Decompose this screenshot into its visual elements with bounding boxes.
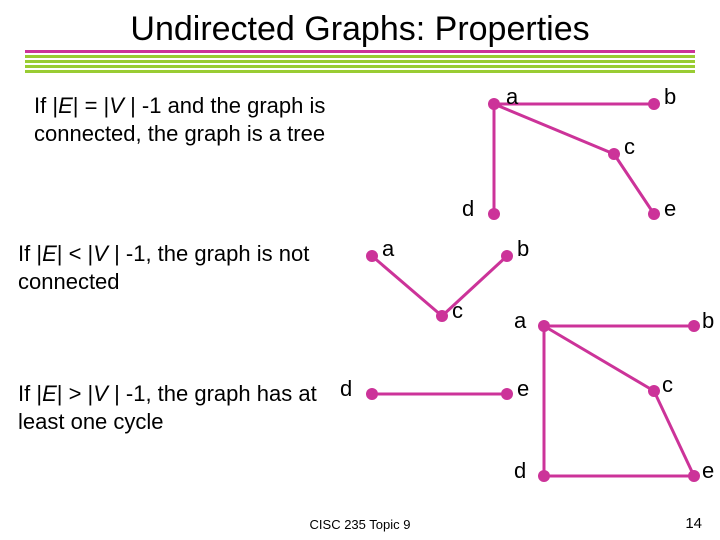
statement-disconnected: If |E| < |V | -1, the graph is not conne… bbox=[18, 240, 348, 295]
node-a bbox=[538, 320, 550, 332]
node-label-a: a bbox=[514, 308, 526, 334]
node-c bbox=[436, 310, 448, 322]
graph-edges bbox=[346, 240, 526, 410]
node-c bbox=[608, 148, 620, 160]
statement-cycle: If |E| > |V | -1, the graph has at least… bbox=[18, 380, 348, 435]
slide-title: Undirected Graphs: Properties bbox=[0, 0, 720, 51]
graph-edges bbox=[468, 88, 678, 228]
node-label-d: d bbox=[462, 196, 474, 222]
node-c bbox=[648, 385, 660, 397]
node-label-a: a bbox=[382, 236, 394, 262]
node-b bbox=[501, 250, 513, 262]
node-d bbox=[538, 470, 550, 482]
footer-text: CISC 235 Topic 9 bbox=[0, 517, 720, 532]
node-label-c: c bbox=[662, 372, 673, 398]
rule-line bbox=[25, 60, 695, 63]
edge bbox=[544, 326, 654, 391]
node-b bbox=[688, 320, 700, 332]
edge bbox=[372, 256, 442, 316]
rule-line bbox=[25, 50, 695, 53]
page-number: 14 bbox=[685, 515, 702, 532]
node-label-b: b bbox=[517, 236, 529, 262]
node-e bbox=[688, 470, 700, 482]
edge bbox=[494, 104, 614, 154]
node-label-d: d bbox=[514, 458, 526, 484]
node-d bbox=[488, 208, 500, 220]
node-e bbox=[648, 208, 660, 220]
graph-cycle: abcde bbox=[528, 310, 708, 490]
statement-tree: If |E| = |V | -1 and the graph is connec… bbox=[34, 92, 364, 147]
graph-disconnected: abcde bbox=[346, 240, 526, 410]
node-label-e: e bbox=[702, 458, 714, 484]
node-b bbox=[648, 98, 660, 110]
node-label-a: a bbox=[506, 84, 518, 110]
node-a bbox=[366, 250, 378, 262]
rule-line bbox=[25, 55, 695, 58]
graph-tree: abcde bbox=[468, 88, 678, 228]
edge bbox=[654, 391, 694, 476]
node-d bbox=[366, 388, 378, 400]
node-label-d: d bbox=[340, 376, 352, 402]
node-label-b: b bbox=[664, 84, 676, 110]
edge bbox=[614, 154, 654, 214]
node-label-b: b bbox=[702, 308, 714, 334]
title-rules bbox=[25, 50, 695, 73]
node-label-e: e bbox=[664, 196, 676, 222]
node-a bbox=[488, 98, 500, 110]
node-e bbox=[501, 388, 513, 400]
node-label-c: c bbox=[452, 298, 463, 324]
rule-line bbox=[25, 70, 695, 73]
node-label-c: c bbox=[624, 134, 635, 160]
rule-line bbox=[25, 65, 695, 68]
graph-edges bbox=[528, 310, 708, 490]
